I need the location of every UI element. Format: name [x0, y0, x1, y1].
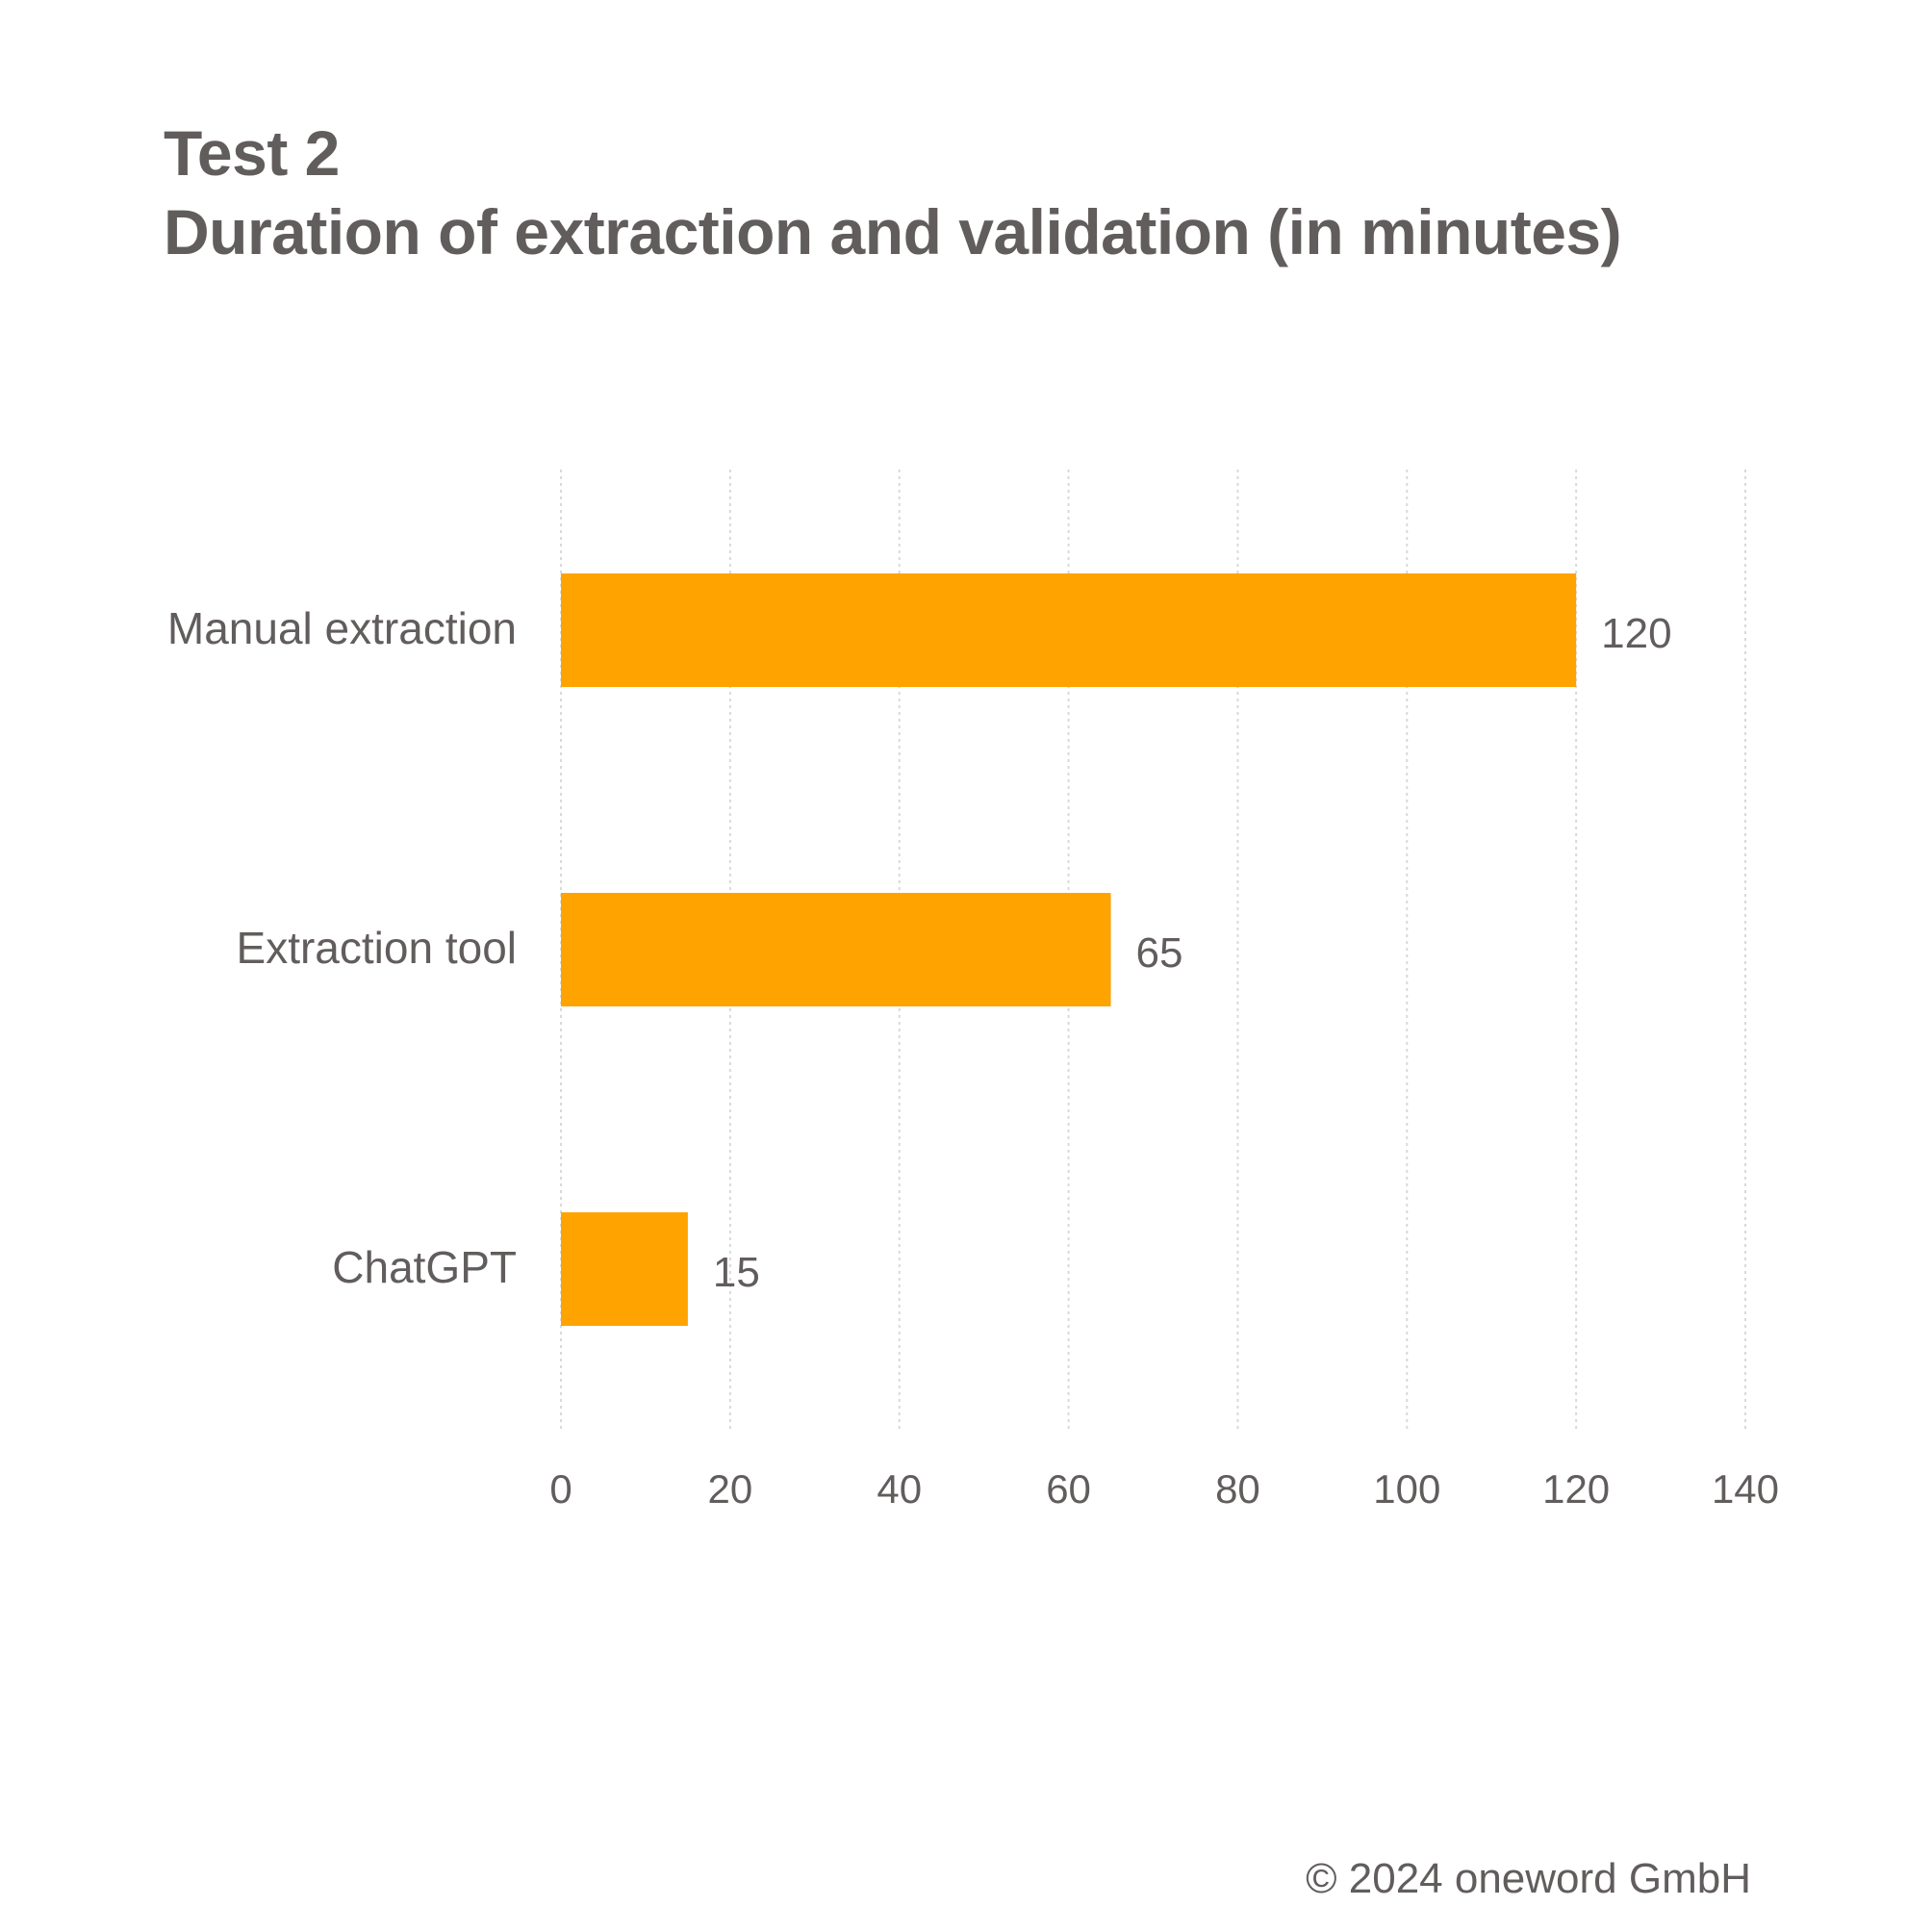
x-tick-label-140: 140	[1712, 1466, 1779, 1512]
category-labels: Manual extraction Extraction tool ChatGPT	[167, 603, 517, 1292]
category-label-chatgpt: ChatGPT	[332, 1242, 517, 1292]
x-tick-label-120: 120	[1542, 1466, 1610, 1512]
x-tick-label-100: 100	[1373, 1466, 1440, 1512]
category-label-manual-extraction: Manual extraction	[167, 603, 517, 653]
x-tick-label-60: 60	[1046, 1466, 1091, 1512]
value-label-extraction-tool: 65	[1136, 929, 1183, 977]
bars	[561, 573, 1577, 1326]
copyright-notice: © 2024 oneword GmbH	[1306, 1855, 1751, 1902]
chart-title-block: Test 2 Duration of extraction and valida…	[164, 114, 1622, 271]
chart-subtitle: Duration of extraction and validation (i…	[164, 196, 1622, 267]
x-tick-label-40: 40	[877, 1466, 922, 1512]
value-label-chatgpt: 15	[713, 1249, 760, 1296]
chart-title: Test 2	[164, 117, 340, 189]
bar-manual-extraction	[561, 573, 1577, 687]
x-axis-tick-labels: 0 20 40 60 80 100 120 140	[549, 1466, 1779, 1512]
value-labels: 120 65 15	[713, 610, 1672, 1296]
x-tick-label-20: 20	[707, 1466, 752, 1512]
value-label-manual-extraction: 120	[1601, 610, 1671, 657]
bar-chatgpt	[561, 1212, 688, 1326]
category-label-extraction-tool: Extraction tool	[237, 923, 517, 973]
x-tick-label-0: 0	[549, 1466, 572, 1512]
x-tick-label-80: 80	[1215, 1466, 1260, 1512]
bar-extraction-tool	[561, 893, 1111, 1006]
